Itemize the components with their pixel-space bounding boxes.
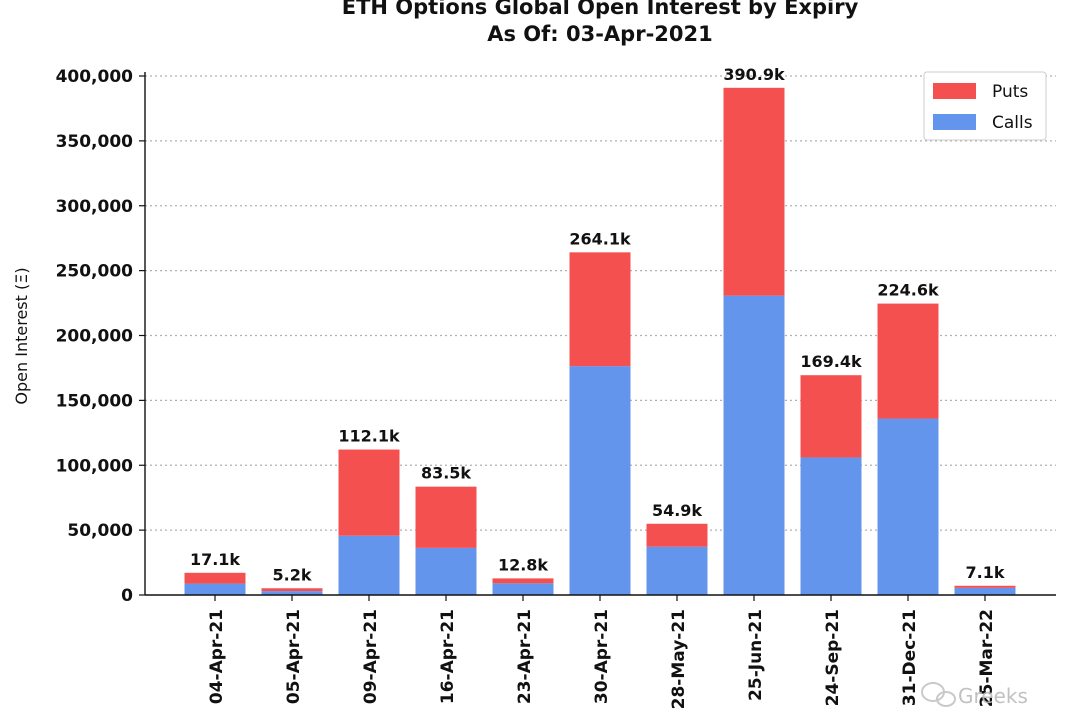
data-label-total: 224.6k — [877, 281, 939, 300]
y-axis-label: Open Interest (Ξ) — [12, 267, 31, 404]
y-tick-label: 50,000 — [67, 521, 133, 541]
y-tick-label: 150,000 — [56, 391, 134, 411]
bar-calls-25-Mar-22 — [954, 587, 1016, 595]
watermark: Greeks — [921, 682, 1028, 708]
x-tick-label: 04-Apr-21 — [207, 609, 227, 704]
x-tick-label: 23-Apr-21 — [515, 609, 535, 704]
wechat-icon — [921, 682, 956, 707]
bar-puts-05-Apr-21 — [261, 588, 323, 592]
x-tick-label: 05-Apr-21 — [284, 609, 304, 704]
bar-calls-09-Apr-21 — [338, 535, 400, 595]
legend-label-puts: Puts — [992, 82, 1028, 102]
y-tick-label: 0 — [121, 586, 133, 606]
data-label-total: 264.1k — [569, 229, 631, 248]
bar-puts-24-Sep-21 — [800, 375, 862, 458]
chart-subtitle: As Of: 03-Apr-2021 — [487, 22, 713, 46]
y-tick-label: 300,000 — [56, 197, 134, 217]
data-label-total: 83.5k — [421, 464, 471, 483]
bar-puts-25-Mar-22 — [954, 585, 1016, 588]
y-tick-label: 250,000 — [56, 262, 134, 282]
bar-puts-31-Dec-21 — [877, 303, 939, 419]
bar-puts-25-Jun-21 — [723, 87, 785, 296]
watermark-text: Greeks — [958, 684, 1028, 708]
x-tick-label: 24-Sep-21 — [823, 609, 843, 706]
bar-calls-16-Apr-21 — [415, 547, 477, 595]
x-tick-label: 25-Mar-22 — [977, 609, 997, 707]
data-label-total: 54.9k — [652, 501, 702, 520]
y-tick-label: 200,000 — [56, 327, 134, 347]
x-tick-label: 25-Jun-21 — [746, 609, 766, 701]
bar-puts-04-Apr-21 — [184, 572, 246, 584]
bar-calls-31-Dec-21 — [877, 418, 939, 595]
bar-puts-09-Apr-21 — [338, 449, 400, 536]
bar-calls-24-Sep-21 — [800, 457, 862, 595]
bar-calls-23-Apr-21 — [492, 583, 554, 595]
x-tick-label: 30-Apr-21 — [592, 609, 612, 704]
data-label-total: 169.4k — [800, 352, 862, 371]
data-label-total: 17.1k — [190, 550, 240, 569]
y-tick-label: 350,000 — [56, 132, 134, 152]
x-tick-label: 31-Dec-21 — [900, 609, 920, 706]
bar-puts-30-Apr-21 — [569, 252, 631, 367]
bar-puts-16-Apr-21 — [415, 486, 477, 548]
legend-swatch-calls — [933, 114, 976, 130]
bar-calls-04-Apr-21 — [184, 583, 246, 595]
bar-calls-30-Apr-21 — [569, 366, 631, 595]
data-label-total: 7.1k — [966, 563, 1005, 582]
x-tick-label: 28-May-21 — [669, 609, 689, 709]
y-tick-label: 100,000 — [56, 456, 134, 476]
legend-swatch-puts — [933, 83, 976, 99]
data-label-total: 390.9k — [723, 65, 785, 84]
bar-calls-25-Jun-21 — [723, 295, 785, 595]
bar-calls-28-May-21 — [646, 546, 708, 595]
y-tick-label: 400,000 — [56, 67, 134, 87]
legend-label-calls: Calls — [992, 113, 1033, 133]
x-tick-label: 16-Apr-21 — [438, 609, 458, 704]
data-label-total: 5.2k — [273, 565, 312, 584]
data-label-total: 12.8k — [498, 555, 548, 574]
legend: Puts Calls — [923, 71, 1047, 141]
bar-calls-05-Apr-21 — [261, 591, 323, 595]
x-tick-label: 09-Apr-21 — [361, 609, 381, 704]
bar-puts-23-Apr-21 — [492, 578, 554, 584]
bar-puts-28-May-21 — [646, 523, 708, 547]
data-label-total: 112.1k — [338, 427, 400, 446]
chart-title: ETH Options Global Open Interest by Expi… — [342, 0, 859, 19]
